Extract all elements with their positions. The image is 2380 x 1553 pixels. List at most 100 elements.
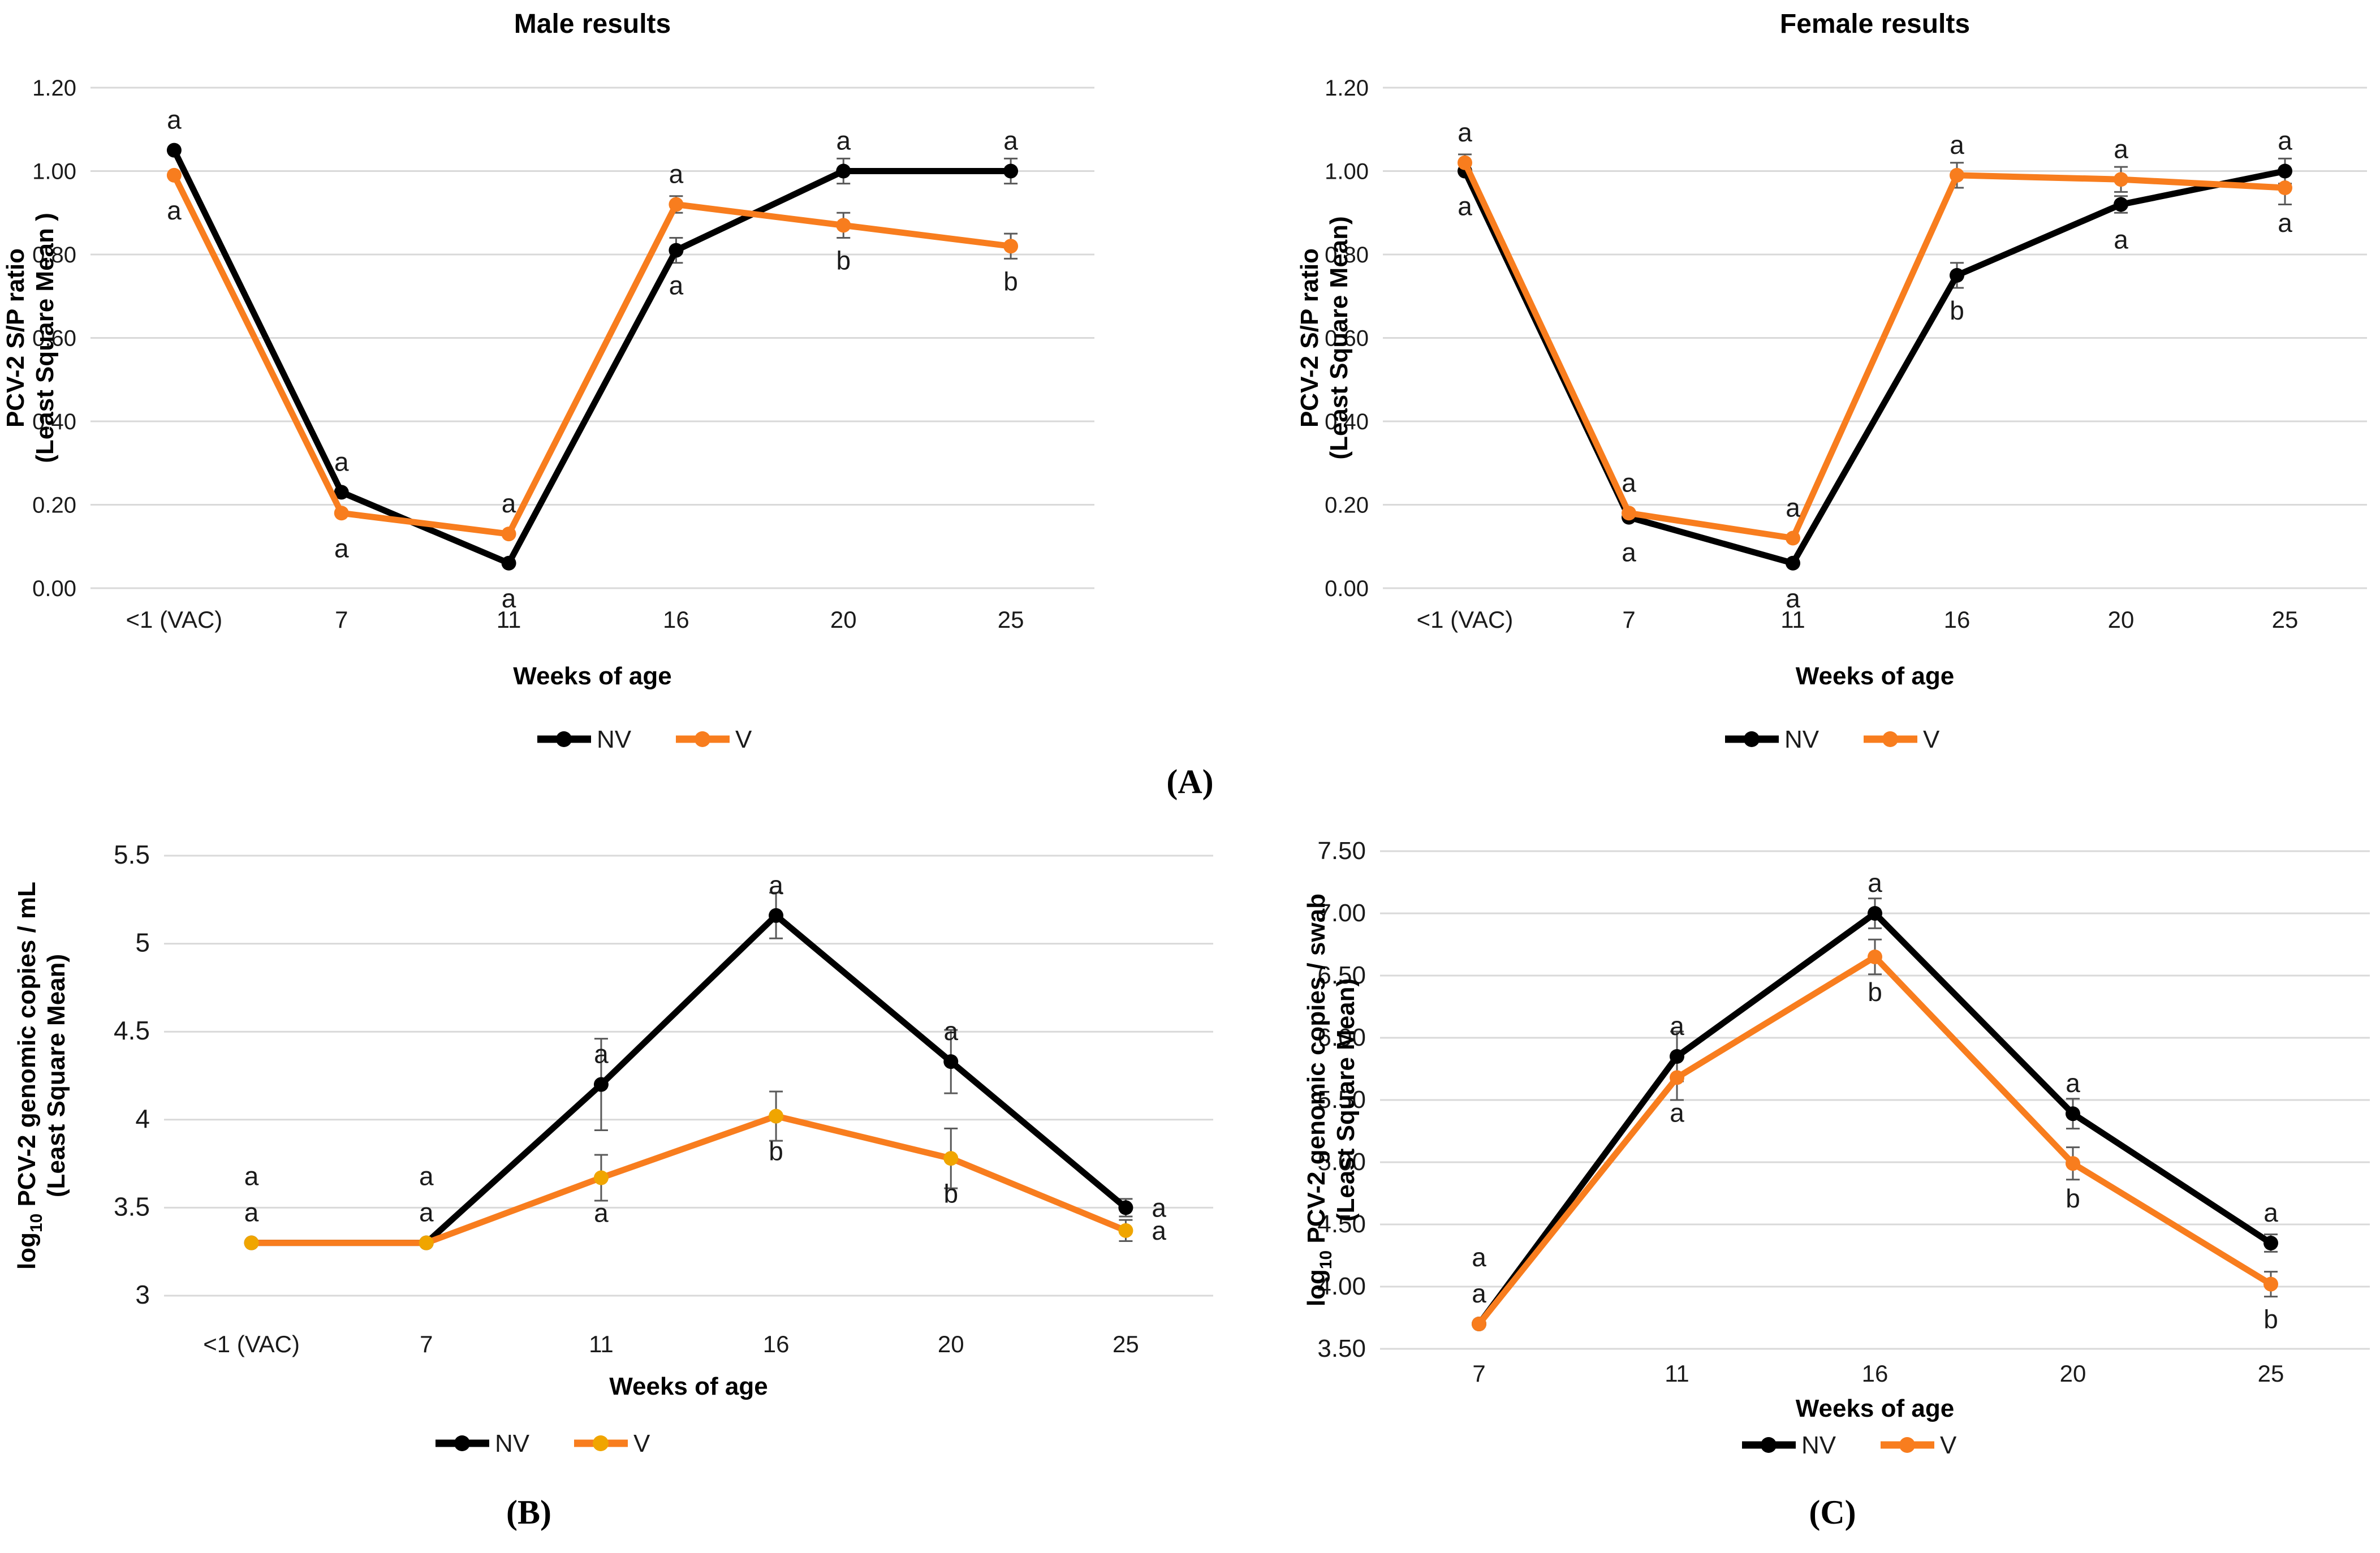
- data-point-V: [334, 506, 349, 521]
- data-point-V: [1868, 950, 1882, 964]
- legend-marker-V: [1899, 1437, 1915, 1453]
- y-tick-label: 0.20: [32, 493, 76, 518]
- svg-text:PCV-2 S/P ratio: PCV-2 S/P ratio: [1296, 248, 1323, 428]
- y-tick-label: 0.20: [1325, 493, 1369, 518]
- y-tick-label: 3: [135, 1280, 150, 1309]
- y-tick-label: 4.50: [1317, 1210, 1366, 1238]
- svg-text:(Least Square Mean): (Least Square Mean): [1332, 978, 1360, 1222]
- x-tick-label: 11: [497, 606, 521, 633]
- series-line-V: [248, 1113, 1129, 1246]
- data-point-V: [501, 527, 516, 542]
- y-tick-label: 4.00: [1317, 1272, 1366, 1300]
- y-tick-label: 0.40: [1325, 409, 1369, 434]
- x-tick-label: 20: [2060, 1360, 2086, 1387]
- svg-text:PCV-2 S/P ratio: PCV-2 S/P ratio: [2, 248, 29, 428]
- data-point-NV: [2114, 197, 2128, 212]
- data-point-NV: [2263, 1236, 2278, 1250]
- series-line-V: [1476, 954, 2274, 1327]
- y-tick-label: 0.80: [32, 243, 76, 268]
- significance-letter: a: [1868, 868, 1882, 898]
- legend-marker-NV: [1744, 731, 1760, 747]
- series-line-NV: [248, 912, 1129, 1246]
- x-tick-label: 7: [1622, 606, 1635, 633]
- significance-letter: a: [2114, 225, 2128, 254]
- data-point-NV: [2278, 163, 2292, 179]
- significance-letter: a: [669, 271, 684, 300]
- data-point-V: [669, 197, 684, 212]
- significance-letter: a: [1152, 1216, 1166, 1245]
- data-point-V: [244, 1235, 259, 1250]
- significance-letter: a: [1003, 126, 1018, 156]
- chart-title: Female results: [1780, 9, 1970, 39]
- significance-letter: a: [1622, 468, 1636, 497]
- significance-letter: a: [167, 196, 182, 225]
- data-point-V: [2114, 172, 2128, 187]
- data-point-V: [769, 1108, 784, 1124]
- data-point-NV: [1786, 555, 1800, 571]
- y-tick-label: 5: [135, 928, 150, 957]
- y-tick-label: 0.80: [1325, 243, 1369, 268]
- data-point-NV: [593, 1077, 609, 1092]
- series-line-V: [1461, 159, 2288, 541]
- y-tick-label: 0.60: [32, 326, 76, 351]
- data-point-NV: [836, 163, 851, 179]
- legend-label-V: V: [633, 1430, 650, 1457]
- data-point-V: [1458, 155, 1472, 170]
- data-point-NV: [1950, 268, 1964, 283]
- y-tick-label: 5.5: [114, 840, 150, 869]
- chart-male: 1.20 1.00 0.80 0.60 0.40 0.20 0.00 <1 (VAC) 7 11 1…: [2, 9, 1094, 753]
- significance-letter: a: [1472, 1279, 1486, 1308]
- significance-letter: b: [1003, 266, 1018, 296]
- data-point-NV: [1118, 1200, 1133, 1215]
- significance-letter: b: [2066, 1184, 2080, 1213]
- y-tick-label: 5.50: [1317, 1086, 1366, 1114]
- significance-letter: a: [1472, 1243, 1486, 1272]
- significance-letter: b: [943, 1179, 958, 1208]
- series-line-NV: [171, 147, 1014, 567]
- y-tick-label: 1.20: [1325, 76, 1369, 101]
- y-tick-label: 0.00: [32, 576, 76, 601]
- significance-letter: b: [1950, 296, 1964, 325]
- data-point-V: [2066, 1156, 2080, 1171]
- y-tick-label: 3.50: [1317, 1335, 1366, 1362]
- y-tick-label: 3.5: [114, 1192, 150, 1221]
- significance-letter: a: [1670, 1011, 1684, 1041]
- x-axis-title: Weeks of age: [1796, 662, 1954, 690]
- data-point-V: [1118, 1223, 1133, 1238]
- data-point-V: [1003, 239, 1019, 254]
- legend-label-NV: NV: [1801, 1431, 1836, 1459]
- significance-letter: a: [2066, 1068, 2080, 1098]
- x-axis-title: Weeks of age: [1796, 1395, 1954, 1422]
- legend-marker-NV: [1761, 1437, 1777, 1453]
- significance-letter: b: [769, 1137, 783, 1166]
- significance-letter: a: [419, 1162, 434, 1191]
- chart-female: 1.20 1.00 0.80 0.60 0.40 0.20 0.00 <1 (VAC) 7 11 1…: [1296, 9, 2367, 753]
- legend-label-NV: NV: [1784, 726, 1820, 753]
- panel-label-c: (C): [1809, 1494, 1856, 1531]
- data-point-NV: [334, 485, 349, 500]
- significance-letter: a: [1786, 584, 1800, 613]
- data-point-V: [2263, 1276, 2278, 1292]
- significance-letter: a: [1670, 1098, 1684, 1127]
- significance-letter: a: [1950, 130, 1964, 159]
- chart-title: Male results: [514, 9, 671, 39]
- y-tick-label: 4: [135, 1104, 150, 1133]
- x-tick-label: 16: [663, 606, 689, 633]
- series-line-V: [171, 172, 1014, 537]
- data-point-NV: [669, 243, 684, 258]
- significance-letter: a: [943, 1016, 958, 1046]
- legend-marker-V: [1882, 731, 1898, 747]
- chart-shedding: 7.50 7.00 6.50 6.00 5.50 5.00 4.50 4.00 3.50 7 11 1…: [1303, 837, 2370, 1459]
- significance-letter: a: [419, 1198, 434, 1227]
- significance-letter: a: [1622, 538, 1636, 567]
- legend-label-NV: NV: [495, 1430, 530, 1457]
- x-tick-label: 25: [998, 606, 1024, 633]
- data-point-V: [943, 1151, 959, 1166]
- data-point-NV: [501, 555, 516, 571]
- x-tick-label: 25: [2272, 606, 2299, 633]
- svg-text:(Least Square Mean): (Least Square Mean): [42, 954, 70, 1197]
- x-tick-label: 11: [1665, 1360, 1689, 1387]
- svg-text:(Least Square Mean): (Least Square Mean): [1325, 216, 1353, 459]
- x-tick-label: <1 (VAC): [126, 606, 223, 633]
